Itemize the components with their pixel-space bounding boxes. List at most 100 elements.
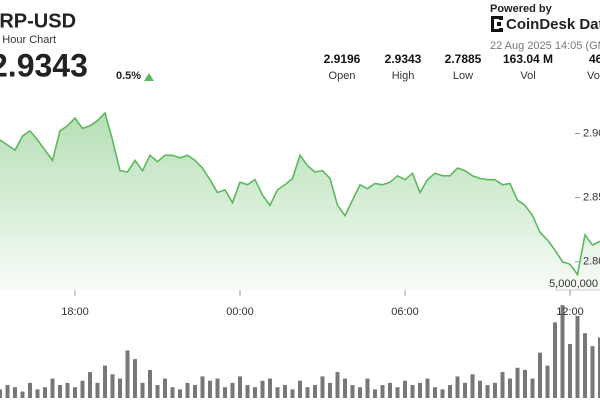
volume-bar [403, 380, 407, 398]
stat-label: Open [329, 70, 356, 82]
volume-bar [298, 380, 302, 398]
volume-bar [478, 380, 482, 398]
volume-bar [283, 385, 287, 398]
volume-bar [590, 346, 595, 398]
volume-bar [260, 380, 265, 398]
volume-bar [193, 385, 197, 398]
volume-bar [365, 378, 370, 398]
x-tick-label: 06:00 [391, 306, 419, 318]
volume-bar [328, 382, 332, 398]
volume-bar [223, 387, 227, 398]
volume-bar [470, 374, 475, 398]
volume-bar [185, 382, 190, 398]
volume-bar [155, 385, 160, 398]
volume-bar [313, 385, 317, 398]
stat-value: 2.9196 [324, 52, 361, 66]
volume-bar [343, 378, 347, 398]
stats: 2.9196 Open 2.9343 High 2.7885 Low 163.0… [324, 52, 600, 82]
volume-bar [208, 380, 212, 398]
volume-bar [335, 372, 340, 398]
volume-bar [43, 387, 47, 398]
volume-bar [545, 365, 550, 398]
volume-bar [215, 378, 220, 398]
plot-area: 2.80 2.85 2.90 5,000,000 18:00 00:00 06:00 12:0… [0, 111, 600, 398]
volume-bar [463, 382, 467, 398]
volume-bar [140, 382, 145, 398]
volume-bar [95, 382, 100, 398]
volume-bar [80, 380, 85, 398]
volume-bar [253, 387, 257, 398]
volume-bar [493, 382, 497, 398]
stat-value: 466.14 M [589, 52, 600, 66]
volume-bar [553, 322, 557, 398]
title: XRP-USD [0, 10, 76, 32]
volume-bar [440, 389, 445, 398]
stat-value: 2.9343 [385, 52, 422, 66]
volume-bar [268, 378, 272, 398]
volume-bar [88, 372, 92, 398]
volume-bar [35, 389, 40, 398]
volume-bar [0, 389, 2, 398]
timestamp: 22 Aug 2025 14:05 (GMT) [490, 40, 600, 52]
stat-label: Vol [520, 70, 535, 82]
price: 2.9343 [0, 47, 88, 83]
volume-bar [455, 376, 460, 398]
volume-bar [50, 378, 55, 398]
volume-bar [163, 378, 167, 398]
stat-value: 163.04 M [503, 52, 553, 66]
volume-bar [433, 387, 437, 398]
stat-label: Low [453, 70, 473, 82]
volume-bar [418, 382, 422, 398]
brand: CoinDesk Data [506, 16, 600, 33]
volume-bar [380, 385, 385, 398]
volume-bar [358, 387, 362, 398]
x-tick-label: 00:00 [226, 306, 254, 318]
volume-bar [110, 374, 115, 398]
volume-bar [530, 378, 535, 398]
y-tick-label: 2.90 [583, 127, 600, 139]
volume-bar [395, 387, 400, 398]
volume-bar [373, 389, 377, 398]
volume-bar [148, 369, 152, 398]
volume-bar [125, 350, 130, 398]
volume-bar [118, 378, 122, 398]
volume-bar [305, 387, 310, 398]
volume-bar [13, 387, 17, 398]
volume-bar [200, 376, 205, 398]
volume-bar [320, 376, 325, 398]
volume-bar [178, 389, 182, 398]
volume-bar [103, 365, 107, 398]
x-tick-label: 12:00 [556, 306, 584, 318]
volume-bar [28, 382, 32, 398]
volume-bar [58, 385, 62, 398]
volume-bar [523, 369, 527, 398]
volume-bar [238, 376, 242, 398]
powered-by: Powered by [490, 3, 553, 15]
volume-bar [275, 387, 280, 398]
up-arrow [144, 73, 154, 81]
subtitle: 24 Hour Chart [0, 34, 56, 46]
volume-bar [485, 385, 490, 398]
volume-bar [350, 385, 355, 398]
stat-label: High [392, 70, 415, 82]
stat-label: Vol USD [587, 70, 600, 82]
y-tick-label: 2.80 [583, 256, 600, 268]
volume-bar [508, 378, 512, 398]
volume-bar [245, 385, 250, 398]
y-tick-label: 2.85 [583, 192, 600, 204]
volume-bar [500, 372, 505, 398]
volume-bar [560, 305, 565, 398]
volume-bar [133, 359, 137, 398]
volume-bar [538, 352, 542, 398]
volume-bar [73, 387, 77, 398]
volume-bar [170, 387, 175, 398]
volume-bar [583, 333, 587, 398]
brand-logo [491, 16, 503, 32]
stat-value: 2.7885 [445, 52, 482, 66]
volume-bar [290, 389, 295, 398]
volume-bar [410, 385, 415, 398]
volume-bar [575, 315, 580, 398]
change: 0.5% [116, 70, 141, 82]
